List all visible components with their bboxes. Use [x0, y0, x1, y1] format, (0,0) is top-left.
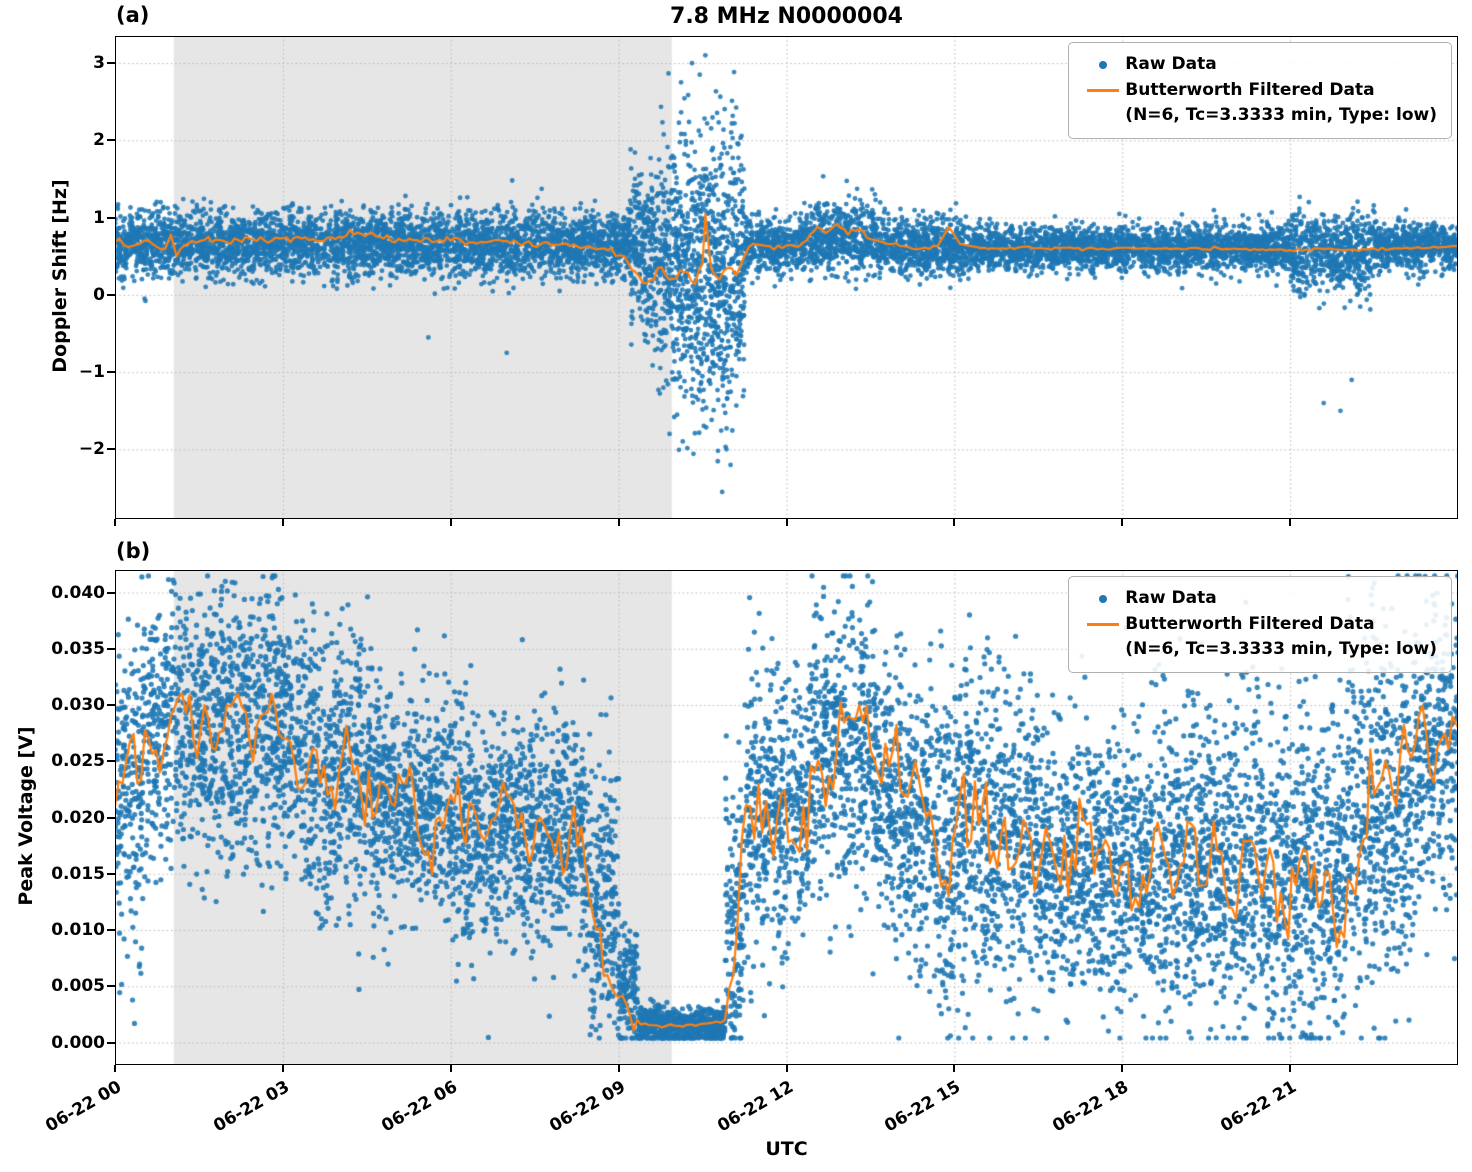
- figure-title: 7.8 MHz N0000004: [670, 4, 903, 29]
- legend-filtered-entry: Butterworth Filtered Data: [1081, 78, 1437, 104]
- panel-b-x-tick: [1289, 1065, 1292, 1072]
- panel-a-y-tick: [107, 371, 115, 374]
- panel-a-legend: Raw Data Butterworth Filtered Data (N=6, T…: [1068, 42, 1452, 139]
- panel-a-x-tick: [1289, 519, 1292, 526]
- panel-b-y-tick-label: 0.020: [51, 807, 105, 828]
- panel-a-tag: (a): [116, 3, 150, 27]
- scatter-marker-icon: [1099, 60, 1108, 69]
- raw-data-dot-icon: [1081, 594, 1125, 603]
- panel-b-y-tick: [107, 760, 115, 763]
- panel-b-y-tick: [107, 704, 115, 706]
- panel-b-x-tick: [617, 1065, 620, 1072]
- panel-a-x-tick: [1121, 519, 1124, 526]
- panel-a-x-tick: [617, 519, 620, 526]
- panel-b-x-tick: [449, 1065, 452, 1072]
- panel-a-x-tick: [114, 519, 116, 526]
- panel-a-x-tick: [449, 519, 452, 526]
- panel-a-x-tick: [953, 519, 956, 526]
- panel-b-y-tick-label: 0.010: [51, 920, 105, 940]
- panel-a-y-tick: [107, 62, 115, 65]
- legend-filtered-sublabel: (N=6, Tc=3.3333 min, Type: low): [1125, 105, 1437, 125]
- filtered-line-icon: [1081, 622, 1125, 626]
- legend-raw-label: Raw Data: [1125, 588, 1217, 608]
- scatter-marker-icon: [1099, 594, 1108, 603]
- panel-b-tag: (b): [116, 539, 151, 563]
- panel-a-y-tick: [107, 293, 115, 296]
- panel-b-y-tick: [107, 1041, 115, 1044]
- panel-b-y-tick: [107, 591, 115, 594]
- x-tick-label: 06-22 00: [42, 1077, 125, 1137]
- legend-raw-entry: Raw Data: [1081, 52, 1437, 78]
- line-marker-icon: [1087, 88, 1120, 92]
- panel-b-y-tick: [107, 872, 115, 875]
- panel-b-y-tick-label: 0.040: [51, 582, 105, 603]
- x-axis-label: UTC: [765, 1138, 808, 1160]
- legend-filtered-entry: Butterworth Filtered Data: [1081, 612, 1437, 638]
- panel-b-x-tick: [114, 1065, 116, 1072]
- panel-b-x-tick: [953, 1065, 956, 1072]
- panel-b-y-tick-label: 0.035: [51, 638, 105, 659]
- panel-a-x-tick: [785, 519, 788, 526]
- line-marker-icon: [1087, 622, 1120, 626]
- legend-raw-entry: Raw Data: [1081, 586, 1437, 612]
- panel-a-y-tick: [107, 448, 115, 451]
- panel-a-x-tick: [281, 519, 284, 526]
- panel-b-y-tick: [107, 985, 115, 988]
- panel-b-y-tick-label: 0.005: [51, 976, 105, 997]
- panel-b-x-tick: [281, 1065, 284, 1072]
- panel-b-x-tick: [1121, 1065, 1124, 1072]
- panel-b-x-tick: [785, 1065, 788, 1072]
- panel-a-y-tick-label: 2: [93, 130, 105, 151]
- legend-filtered-label: Butterworth Filtered Data: [1125, 613, 1375, 634]
- panel-a-y-tick: [107, 139, 115, 142]
- panel-a-y-tick-label: −2: [78, 439, 105, 460]
- panel-a-y-tick-label: 1: [93, 207, 105, 228]
- legend-filtered-sublabel: (N=6, Tc=3.3333 min, Type: low): [1125, 639, 1437, 659]
- panel-b-y-tick: [107, 647, 115, 650]
- panel-b-y-tick-label: 0.015: [51, 863, 105, 884]
- panel-a-y-tick: [107, 216, 115, 219]
- panel-b-legend: Raw Data Butterworth Filtered Data (N=6, T…: [1068, 576, 1452, 673]
- panel-b-y-tick: [107, 929, 115, 931]
- panel-a-y-tick-label: 0: [93, 284, 105, 305]
- panel-a-y-tick-label: 3: [93, 53, 105, 74]
- legend-filtered-sublabel-row: (N=6, Tc=3.3333 min, Type: low): [1081, 637, 1437, 663]
- panel-b-y-tick-label: 0.000: [51, 1032, 105, 1053]
- panel-a-y-tick-label: −1: [78, 362, 105, 383]
- legend-filtered-sublabel-row: (N=6, Tc=3.3333 min, Type: low): [1081, 103, 1437, 129]
- legend-filtered-label: Butterworth Filtered Data: [1125, 79, 1375, 100]
- panel-b-y-axis-label: Peak Voltage [V]: [15, 726, 37, 906]
- panel-b-y-tick-label: 0.030: [51, 695, 105, 715]
- panel-b-y-tick: [107, 816, 115, 819]
- panel-b-y-tick-label: 0.025: [51, 751, 105, 772]
- legend-raw-label: Raw Data: [1125, 54, 1217, 74]
- filtered-line-icon: [1081, 88, 1125, 92]
- raw-data-dot-icon: [1081, 60, 1125, 69]
